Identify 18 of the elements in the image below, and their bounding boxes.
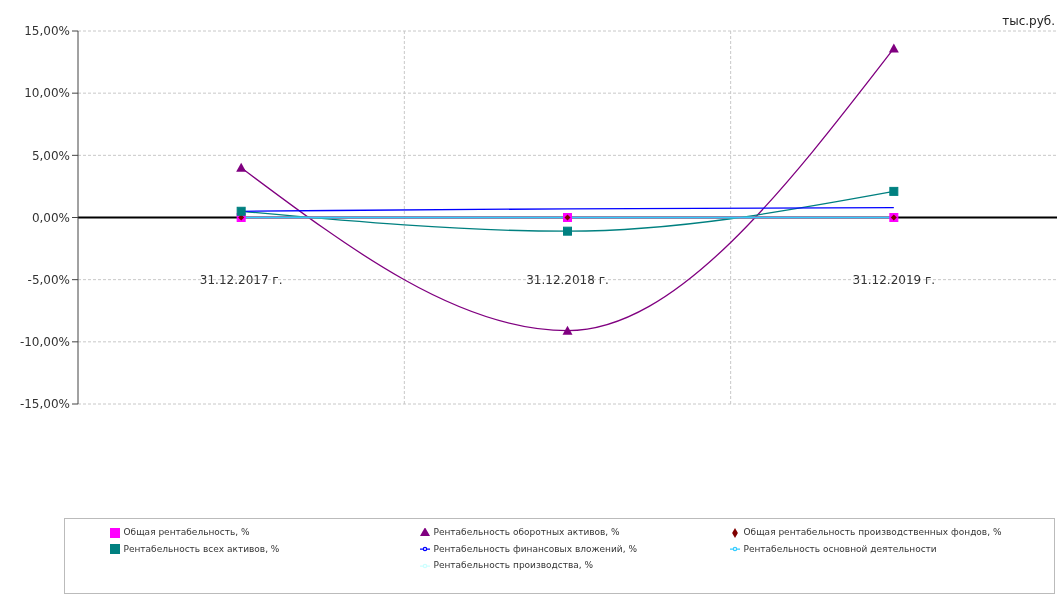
legend-label: Рентабельность производства, %	[433, 560, 594, 570]
x-tick-label: 31.12.2018 г.	[526, 273, 609, 287]
y-tick-label: -5,00%	[27, 272, 70, 287]
y-tick-label: 0,00%	[31, 210, 70, 225]
x-tick-label: 31.12.2019 г.	[852, 273, 936, 287]
text: тыс.руб.	[1002, 14, 1055, 28]
x-tick-label: 31.12.2017 г.	[199, 273, 283, 287]
legend-label: Рентабельность всех активов, %	[123, 543, 280, 554]
legend-label: Рентабельность основной деятельности	[743, 543, 937, 554]
y-tick-label: -15,00%	[19, 397, 70, 412]
legend-label: Рентабельность финансовых вложений, %	[433, 543, 637, 554]
legend-label: Общая рентабельность, %	[123, 527, 250, 537]
y-tick-label: 15,00%	[24, 24, 70, 39]
legend-label: Общая рентабельность производственных фондов, %	[743, 527, 1002, 537]
y-tick-label: 10,00%	[24, 86, 70, 101]
y-tick-label: 5,00%	[31, 148, 70, 163]
legend-label: Рентабельность оборотных активов, %	[433, 527, 620, 537]
y-tick-label: -10,00%	[19, 335, 70, 350]
